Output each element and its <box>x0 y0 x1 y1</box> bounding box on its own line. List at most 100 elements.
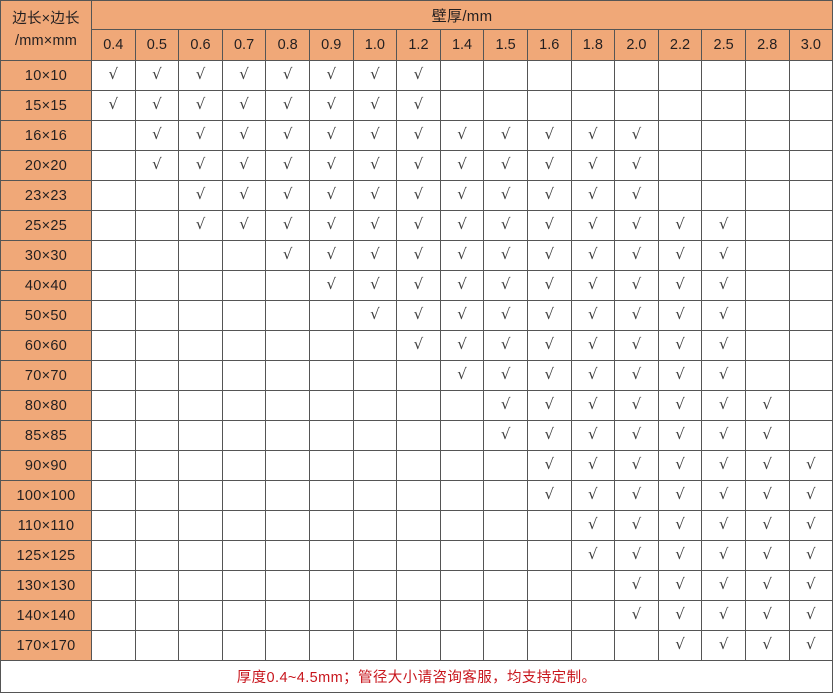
availability-cell-empty <box>788 300 833 331</box>
check-icon: √ <box>631 365 642 383</box>
availability-cell-empty <box>265 510 310 541</box>
check-icon: √ <box>239 95 249 113</box>
availability-cell-empty <box>657 90 703 121</box>
check-icon: √ <box>326 185 337 203</box>
availability-cell-empty <box>221 390 267 421</box>
check-icon: √ <box>370 215 380 233</box>
check-icon: √ <box>718 515 729 533</box>
availability-cell-empty <box>134 450 180 481</box>
size-row-header: 60×60 <box>0 330 92 361</box>
check-icon: √ <box>631 425 642 443</box>
check-icon: √ <box>544 395 555 413</box>
availability-cell-empty <box>178 480 223 511</box>
availability-cell-checked: √ <box>265 90 310 121</box>
availability-cell-empty <box>91 270 136 301</box>
availability-cell-empty <box>308 570 354 601</box>
availability-cell-empty <box>265 360 310 391</box>
availability-cell-checked: √ <box>396 300 441 331</box>
availability-cell-empty <box>788 180 833 211</box>
check-icon: √ <box>500 125 511 143</box>
availability-cell-checked: √ <box>701 240 746 271</box>
availability-cell-checked: √ <box>614 510 659 541</box>
availability-cell-empty <box>134 300 180 331</box>
check-icon: √ <box>544 125 555 143</box>
availability-cell-empty <box>178 510 223 541</box>
check-icon: √ <box>457 335 467 353</box>
check-icon: √ <box>413 95 424 113</box>
availability-cell-checked: √ <box>308 180 354 211</box>
availability-cell-checked: √ <box>483 300 528 331</box>
size-row-header: 23×23 <box>0 180 92 211</box>
availability-cell-checked: √ <box>352 240 398 271</box>
table-row: 110×110 √ √ √ √ √ √ <box>0 510 833 541</box>
size-row-header: 25×25 <box>0 210 92 241</box>
availability-cell-checked: √ <box>657 540 703 571</box>
availability-cell-empty <box>91 120 136 151</box>
availability-cell-empty <box>134 600 180 631</box>
availability-cell-empty <box>744 180 790 211</box>
thickness-column-header: 1.4 <box>439 29 485 61</box>
check-icon: √ <box>195 185 206 203</box>
availability-cell-empty <box>526 540 572 571</box>
availability-cell-checked: √ <box>701 330 746 361</box>
availability-cell-empty <box>657 180 703 211</box>
check-icon: √ <box>108 95 119 113</box>
availability-cell-empty <box>91 540 136 571</box>
check-icon: √ <box>806 605 816 623</box>
check-icon: √ <box>152 65 162 83</box>
availability-cell-checked: √ <box>396 120 441 151</box>
size-row-header: 70×70 <box>0 360 92 391</box>
availability-cell-checked: √ <box>614 330 659 361</box>
check-icon: √ <box>675 545 685 563</box>
check-icon: √ <box>718 635 729 653</box>
availability-cell-checked: √ <box>308 150 354 181</box>
availability-cell-empty <box>526 90 572 121</box>
check-icon: √ <box>500 155 511 173</box>
availability-cell-checked: √ <box>134 60 180 91</box>
check-icon: √ <box>370 155 380 173</box>
availability-cell-checked: √ <box>265 120 310 151</box>
availability-cell-checked: √ <box>352 210 398 241</box>
availability-cell-empty <box>265 630 310 661</box>
check-icon: √ <box>544 455 555 473</box>
availability-cell-checked: √ <box>570 480 616 511</box>
availability-cell-checked: √ <box>614 300 659 331</box>
availability-cell-checked: √ <box>570 420 616 451</box>
check-icon: √ <box>370 185 380 203</box>
availability-cell-empty <box>396 420 441 451</box>
availability-cell-empty <box>439 390 485 421</box>
size-row-header: 170×170 <box>0 630 92 661</box>
availability-cell-empty <box>483 480 528 511</box>
availability-cell-empty <box>178 390 223 421</box>
check-icon: √ <box>588 185 598 203</box>
check-icon: √ <box>413 65 424 83</box>
availability-cell-empty <box>134 270 180 301</box>
availability-cell-checked: √ <box>788 450 833 481</box>
availability-cell-empty <box>744 360 790 391</box>
availability-cell-checked: √ <box>657 600 703 631</box>
check-icon: √ <box>588 485 598 503</box>
availability-cell-checked: √ <box>308 120 354 151</box>
check-icon: √ <box>675 305 685 323</box>
check-icon: √ <box>108 65 119 83</box>
check-icon: √ <box>326 155 337 173</box>
check-icon: √ <box>806 635 816 653</box>
check-icon: √ <box>282 95 293 113</box>
availability-cell-empty <box>265 420 310 451</box>
availability-cell-empty <box>701 180 746 211</box>
check-icon: √ <box>195 65 206 83</box>
availability-cell-checked: √ <box>570 510 616 541</box>
availability-cell-checked: √ <box>614 420 659 451</box>
check-icon: √ <box>588 155 598 173</box>
availability-cell-checked: √ <box>657 210 703 241</box>
availability-cell-checked: √ <box>352 270 398 301</box>
availability-cell-checked: √ <box>614 540 659 571</box>
check-icon: √ <box>544 245 555 263</box>
availability-cell-empty <box>483 570 528 601</box>
check-icon: √ <box>282 215 293 233</box>
check-icon: √ <box>675 635 685 653</box>
check-icon: √ <box>457 215 467 233</box>
check-icon: √ <box>631 215 642 233</box>
availability-cell-empty <box>744 270 790 301</box>
